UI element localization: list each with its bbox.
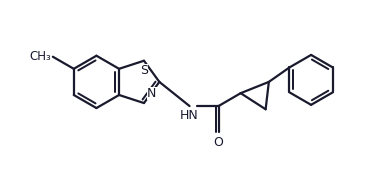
Text: HN: HN	[180, 109, 199, 122]
Text: N: N	[147, 87, 157, 100]
Text: O: O	[214, 136, 223, 149]
Text: CH₃: CH₃	[29, 50, 51, 63]
Text: S: S	[140, 64, 148, 77]
